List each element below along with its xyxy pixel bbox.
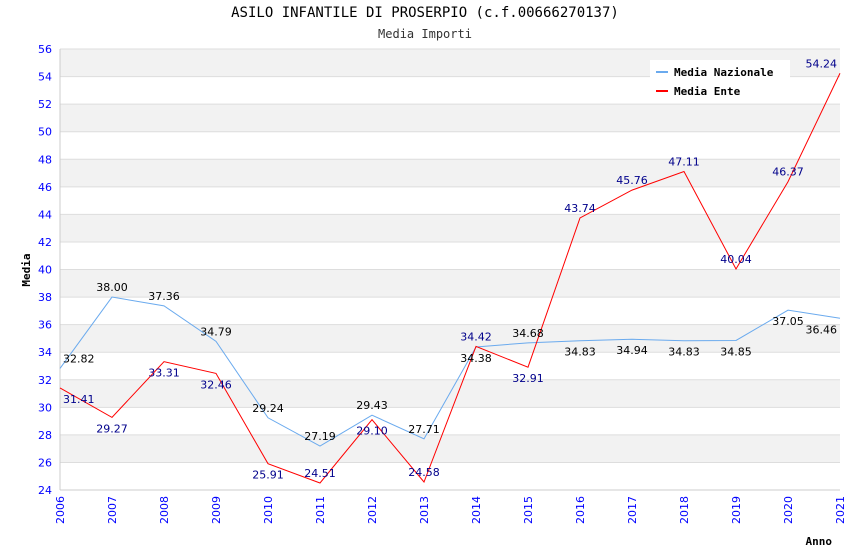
grid-band bbox=[60, 352, 840, 380]
x-tick-label: 2021 bbox=[834, 496, 847, 524]
data-label: 32.46 bbox=[200, 378, 232, 391]
data-label: 24.51 bbox=[304, 467, 336, 480]
legend-label: Media Ente bbox=[674, 85, 741, 98]
chart-subtitle: Media Importi bbox=[378, 27, 472, 41]
x-tick-label: 2008 bbox=[158, 496, 171, 524]
y-tick-label: 36 bbox=[38, 319, 52, 332]
y-tick-label: 52 bbox=[38, 98, 52, 111]
y-tick-label: 54 bbox=[38, 71, 52, 84]
grid-band bbox=[60, 159, 840, 187]
y-tick-label: 48 bbox=[38, 153, 52, 166]
x-tick-label: 2010 bbox=[262, 496, 275, 524]
data-label: 34.85 bbox=[720, 345, 752, 358]
data-label: 24.58 bbox=[408, 466, 440, 479]
data-label: 33.31 bbox=[148, 367, 180, 380]
x-tick-label: 2012 bbox=[366, 496, 379, 524]
grid-band bbox=[60, 434, 840, 463]
y-tick-label: 32 bbox=[38, 374, 52, 387]
grid-band bbox=[60, 241, 840, 270]
grid-band bbox=[60, 462, 840, 490]
data-label: 36.46 bbox=[806, 323, 838, 336]
x-tick-label: 2011 bbox=[314, 496, 327, 524]
data-label: 27.19 bbox=[304, 430, 336, 443]
grid-band bbox=[60, 297, 840, 325]
grid-band bbox=[60, 214, 840, 242]
x-axis-label: Anno bbox=[806, 535, 833, 548]
grid-band bbox=[60, 186, 840, 215]
chart-title: ASILO INFANTILE DI PROSERPIO (c.f.006662… bbox=[231, 5, 619, 21]
data-label: 54.24 bbox=[806, 57, 838, 70]
data-label: 32.91 bbox=[512, 372, 544, 385]
y-axis-label: Media bbox=[20, 253, 33, 286]
grid-band bbox=[60, 131, 840, 160]
series-line-nazionale bbox=[59, 296, 841, 447]
grid-band bbox=[60, 407, 840, 435]
x-tick-label: 2019 bbox=[730, 496, 743, 524]
x-tick-label: 2020 bbox=[782, 496, 795, 524]
grid-band bbox=[60, 269, 840, 298]
data-label: 46.37 bbox=[772, 166, 804, 179]
data-label: 34.83 bbox=[668, 346, 700, 359]
y-tick-label: 28 bbox=[38, 429, 52, 442]
legend bbox=[650, 60, 790, 102]
data-label: 37.05 bbox=[772, 315, 804, 328]
x-tick-label: 2009 bbox=[210, 496, 223, 524]
data-label: 31.41 bbox=[63, 393, 95, 406]
grid-band bbox=[60, 324, 840, 353]
data-label: 34.79 bbox=[200, 325, 232, 338]
data-label: 38.00 bbox=[96, 281, 128, 294]
x-tick-label: 2007 bbox=[106, 496, 119, 524]
legend-label: Media Nazionale bbox=[674, 66, 774, 79]
x-tick-label: 2006 bbox=[54, 496, 67, 524]
data-label: 29.43 bbox=[356, 399, 388, 412]
y-tick-label: 26 bbox=[38, 456, 52, 469]
data-label: 32.82 bbox=[63, 352, 95, 365]
y-tick-label: 40 bbox=[38, 264, 52, 277]
series-line-ente bbox=[59, 73, 841, 484]
data-label: 29.27 bbox=[96, 422, 128, 435]
data-label: 25.91 bbox=[252, 469, 284, 482]
x-tick-label: 2015 bbox=[522, 496, 535, 524]
data-label: 34.94 bbox=[616, 344, 648, 357]
data-label: 43.74 bbox=[564, 202, 596, 215]
data-label: 45.76 bbox=[616, 174, 648, 187]
y-tick-label: 50 bbox=[38, 126, 52, 139]
data-label: 34.38 bbox=[460, 352, 492, 365]
data-label: 40.04 bbox=[720, 253, 752, 266]
x-tick-label: 2013 bbox=[418, 496, 431, 524]
data-label: 29.24 bbox=[252, 402, 284, 415]
grid-band bbox=[60, 104, 840, 132]
data-label: 37.36 bbox=[148, 290, 180, 303]
data-label: 29.10 bbox=[356, 425, 388, 438]
x-tick-label: 2018 bbox=[678, 496, 691, 524]
data-label: 34.42 bbox=[460, 330, 492, 343]
data-label: 34.83 bbox=[564, 346, 596, 359]
data-label: 27.71 bbox=[408, 423, 440, 436]
y-tick-label: 46 bbox=[38, 181, 52, 194]
x-tick-label: 2016 bbox=[574, 496, 587, 524]
x-tick-label: 2014 bbox=[470, 496, 483, 524]
data-label: 34.68 bbox=[512, 327, 544, 340]
x-tick-label: 2017 bbox=[626, 496, 639, 524]
y-tick-label: 30 bbox=[38, 401, 52, 414]
data-label: 47.11 bbox=[668, 156, 700, 169]
y-tick-label: 24 bbox=[38, 484, 52, 497]
y-tick-label: 34 bbox=[38, 346, 52, 359]
y-tick-label: 38 bbox=[38, 291, 52, 304]
y-tick-label: 42 bbox=[38, 236, 52, 249]
y-tick-label: 56 bbox=[38, 43, 52, 56]
y-tick-label: 44 bbox=[38, 208, 52, 221]
